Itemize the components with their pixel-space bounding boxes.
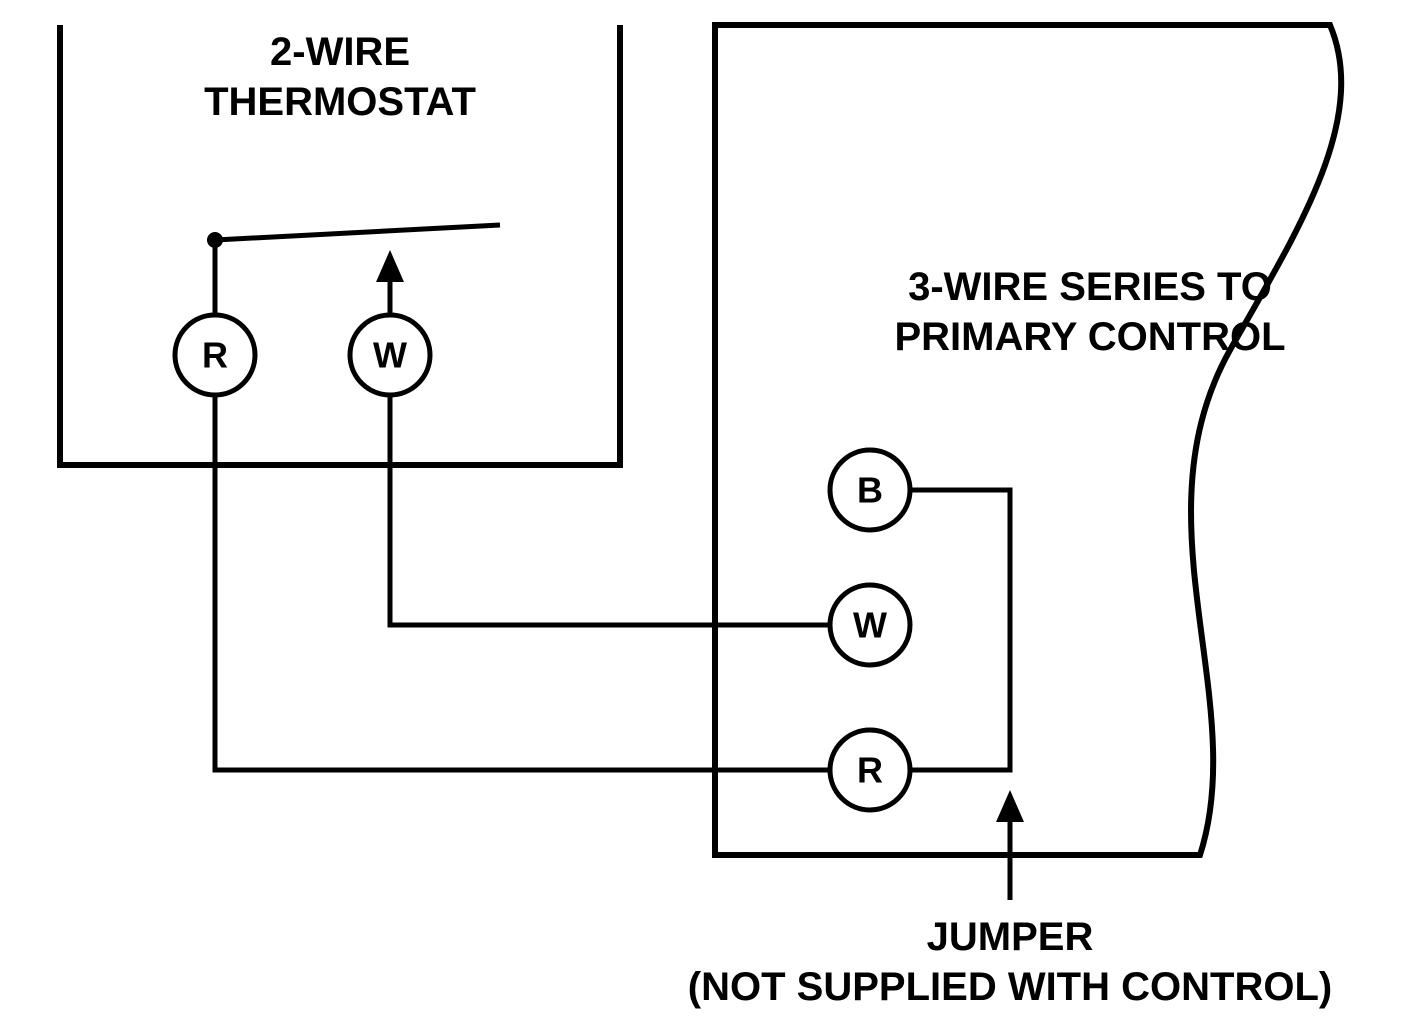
terminal-label: W (853, 605, 887, 646)
wiring-diagram: 2-WIRE THERMOSTAT 3-WIRE SERIES TO PRIMA… (0, 0, 1405, 1032)
wire-jumper (910, 490, 1010, 770)
arrow-w-icon (376, 250, 404, 282)
terminal-label: B (857, 470, 883, 511)
wire-w-to-w (390, 395, 830, 625)
control-title-line1: 3-WIRE SERIES TO (908, 265, 1272, 309)
terminal-label: W (373, 335, 407, 376)
terminal-r-left: R (175, 315, 255, 395)
terminal-label: R (857, 750, 883, 791)
thermostat-title-line2: THERMOSTAT (204, 80, 476, 124)
jumper-label-line2: (NOT SUPPLIED WITH CONTROL) (688, 965, 1332, 1009)
primary-control-outline (715, 25, 1341, 855)
terminal-w-left: W (350, 315, 430, 395)
terminal-w-right: W (830, 585, 910, 665)
jumper-arrow-head-icon (996, 790, 1024, 822)
terminals: R W B W R (175, 315, 910, 810)
wire-r-to-r (215, 395, 830, 770)
jumper-label-line1: JUMPER (927, 915, 1094, 959)
terminal-b-right: B (830, 450, 910, 530)
thermostat-title-line1: 2-WIRE (270, 30, 410, 74)
terminal-r-right: R (830, 730, 910, 810)
thermostat-switch (207, 225, 500, 248)
terminal-label: R (202, 335, 228, 376)
control-title-line2: PRIMARY CONTROL (894, 315, 1285, 359)
